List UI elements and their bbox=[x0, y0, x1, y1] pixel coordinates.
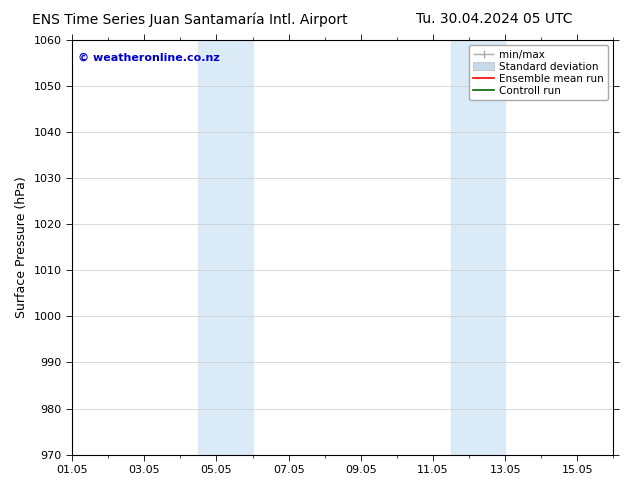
Bar bbox=[451, 40, 505, 455]
Text: © weatheronline.co.nz: © weatheronline.co.nz bbox=[77, 52, 219, 63]
Text: ENS Time Series Juan Santamaría Intl. Airport: ENS Time Series Juan Santamaría Intl. Ai… bbox=[32, 12, 348, 27]
Legend: min/max, Standard deviation, Ensemble mean run, Controll run: min/max, Standard deviation, Ensemble me… bbox=[469, 46, 608, 100]
Y-axis label: Surface Pressure (hPa): Surface Pressure (hPa) bbox=[15, 176, 28, 318]
Bar bbox=[198, 40, 252, 455]
Text: Tu. 30.04.2024 05 UTC: Tu. 30.04.2024 05 UTC bbox=[417, 12, 573, 26]
